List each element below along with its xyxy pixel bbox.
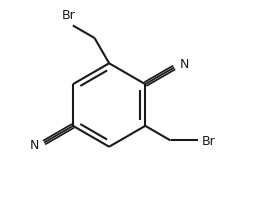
Text: Br: Br xyxy=(62,9,76,22)
Text: N: N xyxy=(30,139,39,152)
Text: Br: Br xyxy=(202,135,216,148)
Text: N: N xyxy=(179,58,189,71)
